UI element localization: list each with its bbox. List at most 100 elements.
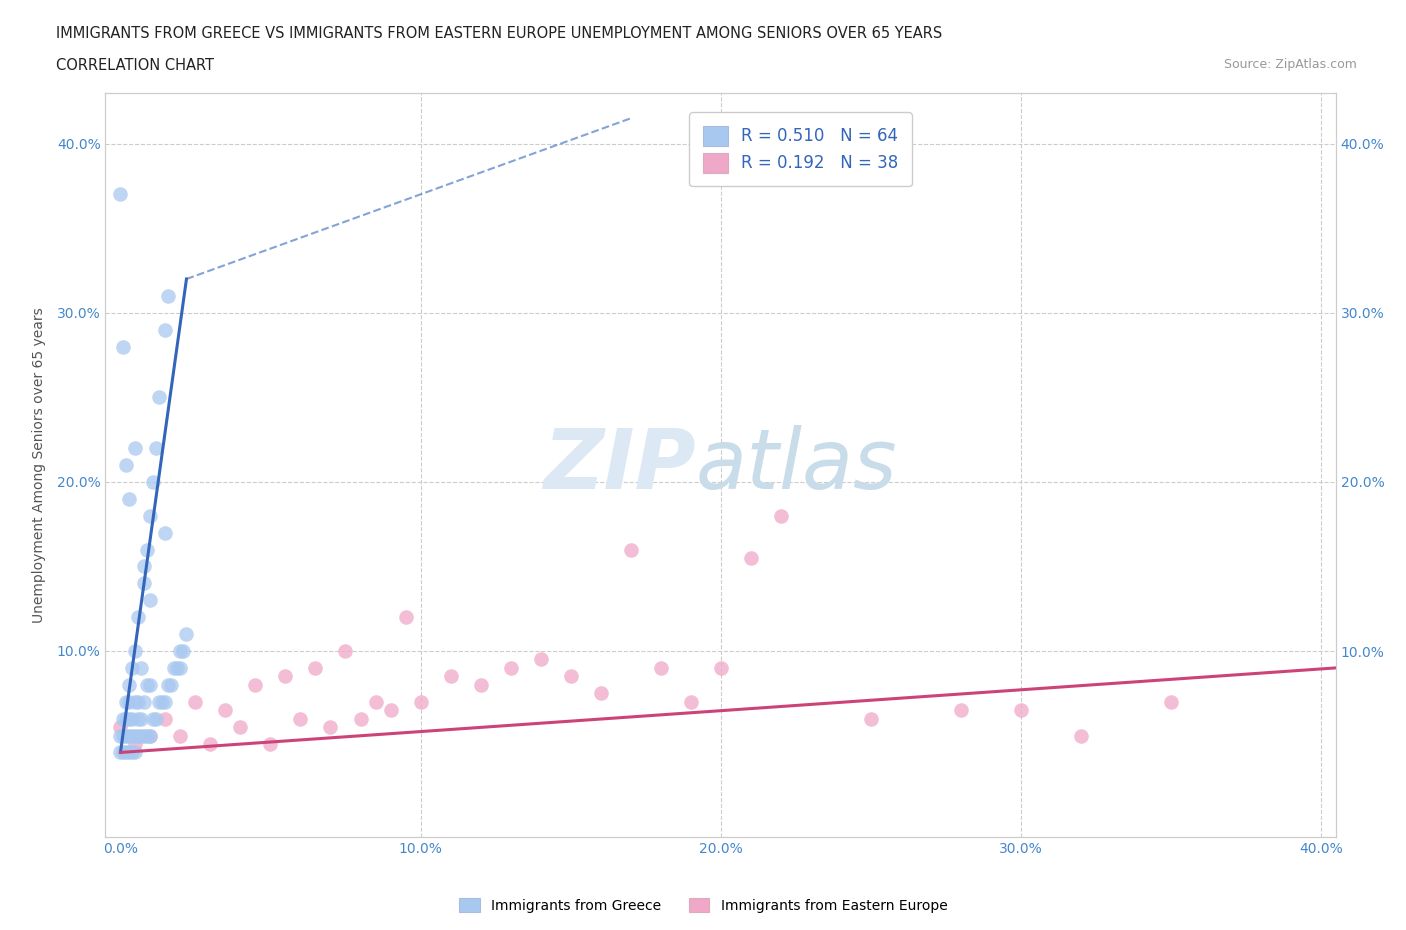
Point [115, 458, 138, 472]
Text: atlas: atlas [696, 424, 897, 506]
Point [290, 711, 312, 726]
Point [134, 576, 156, 591]
Point [148, 695, 170, 710]
Point [349, 711, 371, 726]
Point [679, 695, 702, 710]
Point [157, 677, 180, 692]
Point [380, 703, 402, 718]
Point [157, 288, 180, 303]
Point [118, 491, 141, 506]
Point [118, 677, 141, 692]
Point [166, 660, 188, 675]
Point [136, 677, 159, 692]
Y-axis label: Unemployment Among Seniors over 65 years: Unemployment Among Seniors over 65 years [31, 307, 45, 623]
Point [560, 669, 582, 684]
Point [139, 592, 162, 607]
Point [364, 695, 387, 710]
Point [529, 652, 551, 667]
Point [169, 644, 191, 658]
Point [112, 728, 135, 743]
Point [121, 728, 143, 743]
Point [118, 745, 141, 760]
Point [274, 669, 297, 684]
Point [650, 660, 672, 675]
Point [394, 610, 416, 625]
Point [184, 695, 207, 710]
Point [115, 745, 138, 760]
Point [118, 711, 141, 726]
Point [121, 745, 143, 760]
Point [124, 728, 146, 743]
Point [115, 695, 138, 710]
Point [409, 695, 432, 710]
Point [134, 559, 156, 574]
Point [127, 711, 149, 726]
Point [229, 720, 252, 735]
Point [124, 745, 146, 760]
Point [127, 610, 149, 625]
Point [160, 677, 183, 692]
Point [176, 627, 198, 642]
Point [115, 728, 138, 743]
Point [172, 644, 194, 658]
Point [127, 695, 149, 710]
Point [1070, 728, 1092, 743]
Text: CORRELATION CHART: CORRELATION CHART [56, 58, 214, 73]
Point [155, 711, 177, 726]
Point [1160, 695, 1182, 710]
Point [118, 695, 141, 710]
Point [115, 711, 138, 726]
Point [304, 660, 326, 675]
Point [124, 737, 146, 751]
Point [136, 728, 159, 743]
Point [589, 685, 612, 700]
Point [134, 728, 156, 743]
Point [859, 711, 882, 726]
Point [142, 711, 165, 726]
Point [169, 728, 191, 743]
Point [200, 737, 222, 751]
Point [127, 728, 149, 743]
Point [124, 441, 146, 456]
Point [335, 644, 357, 658]
Point [155, 695, 177, 710]
Point [131, 728, 153, 743]
Point [134, 695, 156, 710]
Point [214, 703, 236, 718]
Point [619, 542, 641, 557]
Point [121, 660, 143, 675]
Text: Source: ZipAtlas.com: Source: ZipAtlas.com [1223, 58, 1357, 71]
Point [112, 339, 135, 354]
Point [155, 323, 177, 338]
Point [110, 745, 132, 760]
Point [169, 660, 191, 675]
Text: IMMIGRANTS FROM GREECE VS IMMIGRANTS FROM EASTERN EUROPE UNEMPLOYMENT AMONG SENI: IMMIGRANTS FROM GREECE VS IMMIGRANTS FRO… [56, 26, 942, 41]
Point [439, 669, 461, 684]
Point [112, 745, 135, 760]
Point [139, 728, 162, 743]
Point [245, 677, 267, 692]
Point [139, 677, 162, 692]
Point [710, 660, 733, 675]
Point [145, 441, 167, 456]
Point [163, 660, 186, 675]
Point [148, 390, 170, 405]
Point [139, 728, 162, 743]
Point [110, 720, 132, 735]
Point [118, 728, 141, 743]
Point [136, 542, 159, 557]
Point [155, 525, 177, 540]
Point [131, 660, 153, 675]
Legend: Immigrants from Greece, Immigrants from Eastern Europe: Immigrants from Greece, Immigrants from … [453, 893, 953, 919]
Point [142, 474, 165, 489]
Point [499, 660, 522, 675]
Point [1010, 703, 1032, 718]
Point [769, 509, 792, 524]
Point [131, 711, 153, 726]
Point [319, 720, 342, 735]
Point [124, 644, 146, 658]
Point [949, 703, 972, 718]
Point [110, 728, 132, 743]
Point [112, 711, 135, 726]
Point [470, 677, 492, 692]
